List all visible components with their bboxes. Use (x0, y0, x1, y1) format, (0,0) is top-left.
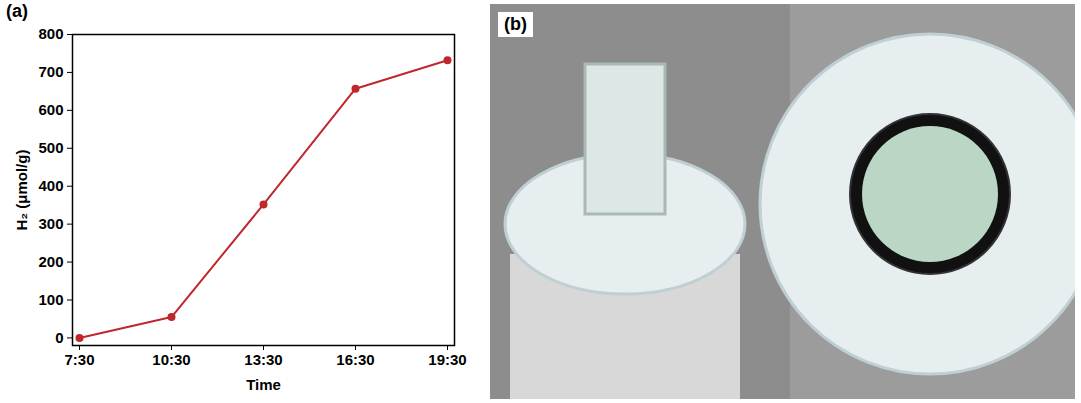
svg-text:16:30: 16:30 (336, 351, 374, 368)
html-text:(a): (a) (6, 1, 28, 21)
svg-text:H₂ (μmol/g): H₂ (μmol/g) (13, 150, 30, 231)
svg-text:400: 400 (38, 177, 63, 194)
svg-text:10:30: 10:30 (152, 351, 190, 368)
svg-text:0: 0 (55, 329, 63, 346)
svg-text:100: 100 (38, 291, 63, 308)
svg-text:500: 500 (38, 139, 63, 156)
svg-text:200: 200 (38, 253, 63, 270)
svg-text:800: 800 (38, 25, 63, 42)
svg-text:7:30: 7:30 (64, 351, 94, 368)
svg-text:Time: Time (246, 376, 281, 393)
html-text:(b): (b) (504, 14, 527, 34)
svg-text:600: 600 (38, 101, 63, 118)
svg-text:300: 300 (38, 215, 63, 232)
svg-text:13:30: 13:30 (244, 351, 282, 368)
svg-text:700: 700 (38, 63, 63, 80)
svg-text:19:30: 19:30 (428, 351, 466, 368)
